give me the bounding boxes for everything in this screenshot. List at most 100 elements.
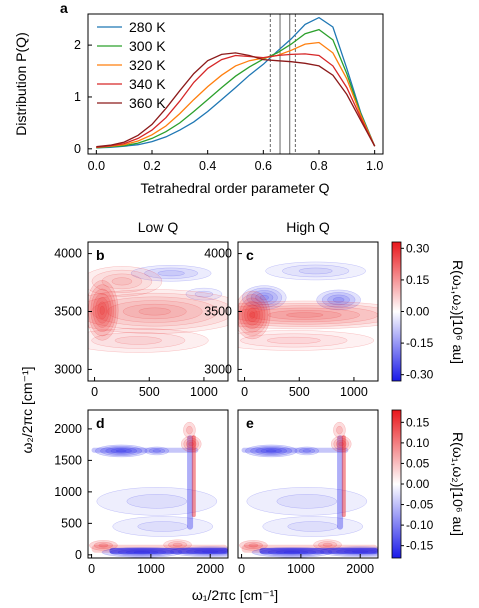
negative-feature	[267, 549, 317, 556]
positive-feature	[88, 328, 209, 353]
negative-feature	[115, 449, 127, 453]
positive-feature	[238, 305, 378, 325]
positive-band	[191, 435, 196, 518]
negative-feature	[117, 549, 167, 556]
negative-feature	[246, 287, 283, 308]
negative-feature	[255, 292, 274, 303]
positive-feature	[266, 336, 321, 345]
panel-a-plot-area	[96, 14, 376, 154]
positive-feature	[239, 297, 266, 333]
panel-e-background	[238, 410, 378, 558]
panel-e-frame	[237, 409, 379, 559]
panel-d-letter: d	[96, 415, 105, 431]
panel-c-letter: c	[246, 247, 254, 263]
panel-b-ytick-label: 3000	[54, 362, 82, 376]
negative-feature	[148, 448, 166, 454]
colorbar-bottom-tick-label: -0.05	[406, 498, 434, 512]
panel-a-xtick-label: 0.8	[310, 159, 327, 173]
positive-feature	[88, 289, 228, 334]
positive-feature	[122, 303, 187, 320]
panel-c-plot-area	[238, 242, 378, 381]
panel-a-xtick-label: 0.6	[255, 159, 272, 173]
positive-feature	[338, 441, 344, 447]
series-line-340K	[96, 53, 376, 148]
positive-feature	[93, 541, 114, 549]
panel-c-xtick-label: 0	[241, 385, 248, 399]
colorbar-bottom-tick-label: -0.10	[406, 518, 434, 532]
positive-feature	[186, 425, 193, 435]
negative-feature	[302, 449, 312, 453]
positive-feature	[98, 543, 109, 548]
series-line-280K	[96, 16, 376, 149]
positive-feature	[101, 273, 143, 290]
positive-feature	[99, 305, 105, 315]
positive-feature	[286, 312, 324, 318]
positive-feature	[333, 421, 346, 439]
negative-feature	[110, 448, 132, 454]
negative-feature	[133, 551, 151, 554]
series-line-360K	[96, 52, 376, 148]
positive-feature	[183, 421, 196, 439]
panel-b-xtick-label: 0	[91, 385, 98, 399]
positive-feature	[172, 542, 183, 547]
negative-feature	[316, 289, 361, 311]
panel-a-ytick-label: 0	[74, 142, 81, 156]
panel-d-background	[88, 410, 228, 558]
positive-feature	[89, 540, 118, 551]
positive-feature	[188, 441, 194, 447]
positive-feature	[238, 330, 375, 351]
negative-feature	[262, 516, 363, 537]
panel-d-ytick-label: 1500	[54, 453, 82, 467]
positive-feature	[238, 290, 271, 340]
negative-feature	[144, 446, 170, 456]
column-title-high-q: High Q	[286, 219, 330, 235]
panel-a-frame	[87, 13, 384, 155]
negative-feature	[294, 446, 320, 456]
panel-b-plot-area	[88, 242, 228, 381]
panel-a-ytick-label: 1	[74, 90, 81, 104]
positive-feature	[88, 280, 119, 341]
colorbar-bottom-tick-label: 0.05	[406, 456, 430, 470]
positive-feature	[91, 269, 153, 293]
negative-feature	[137, 521, 188, 532]
negative-feature	[351, 550, 369, 553]
colorbar-bottom-tick-label: -0.15	[406, 539, 434, 553]
legend-label: 280 K	[129, 19, 166, 35]
positive-feature	[336, 425, 343, 435]
positive-feature	[333, 437, 349, 451]
negative-feature	[287, 521, 338, 532]
colorbar-top-label: R(ω₁,ω₂)[10⁶ au]	[450, 260, 466, 364]
negative-feature	[105, 447, 138, 455]
positive-feature	[267, 310, 342, 320]
positive-feature	[88, 266, 163, 297]
panel-d-ytick-label: 0	[75, 548, 82, 562]
negative-feature	[100, 445, 143, 456]
panel-d-plot-area	[88, 410, 228, 558]
panel-d-xtick-label: 1000	[137, 562, 165, 576]
colorbar-top: 0.30 0.15 0.00 -0.15 -0.30	[391, 241, 434, 382]
positive-feature	[180, 435, 202, 453]
column-title-low-q: Low Q	[138, 219, 179, 235]
positive-feature	[91, 332, 186, 349]
negative-feature	[144, 267, 199, 279]
panel-c-ytick-label: 3000	[204, 362, 232, 376]
negative-feature	[126, 494, 188, 509]
positive-feature	[322, 542, 333, 547]
negative-feature	[157, 270, 185, 277]
panel-d-xtick-label: 0	[88, 562, 95, 576]
positive-feature	[238, 303, 378, 327]
panel-c: c 0 500 1000 3000 3500 4000	[204, 241, 379, 399]
positive-feature	[111, 277, 133, 286]
colorbar-top-tick-label: 0.30	[406, 241, 430, 255]
panel-b-letter: b	[96, 247, 105, 263]
panel-a-xtick-label: 0.4	[199, 159, 216, 173]
negative-feature	[298, 267, 333, 275]
positive-feature	[88, 284, 117, 337]
panel-e-letter: e	[246, 415, 254, 431]
series-line-320K	[96, 41, 376, 148]
panel-a-ytick-label: 2	[74, 38, 81, 52]
panel-e-plot-area	[238, 410, 378, 558]
ylabel-2d: ω₂/2πc [cm⁻¹]	[19, 366, 35, 453]
positive-feature	[95, 297, 110, 324]
